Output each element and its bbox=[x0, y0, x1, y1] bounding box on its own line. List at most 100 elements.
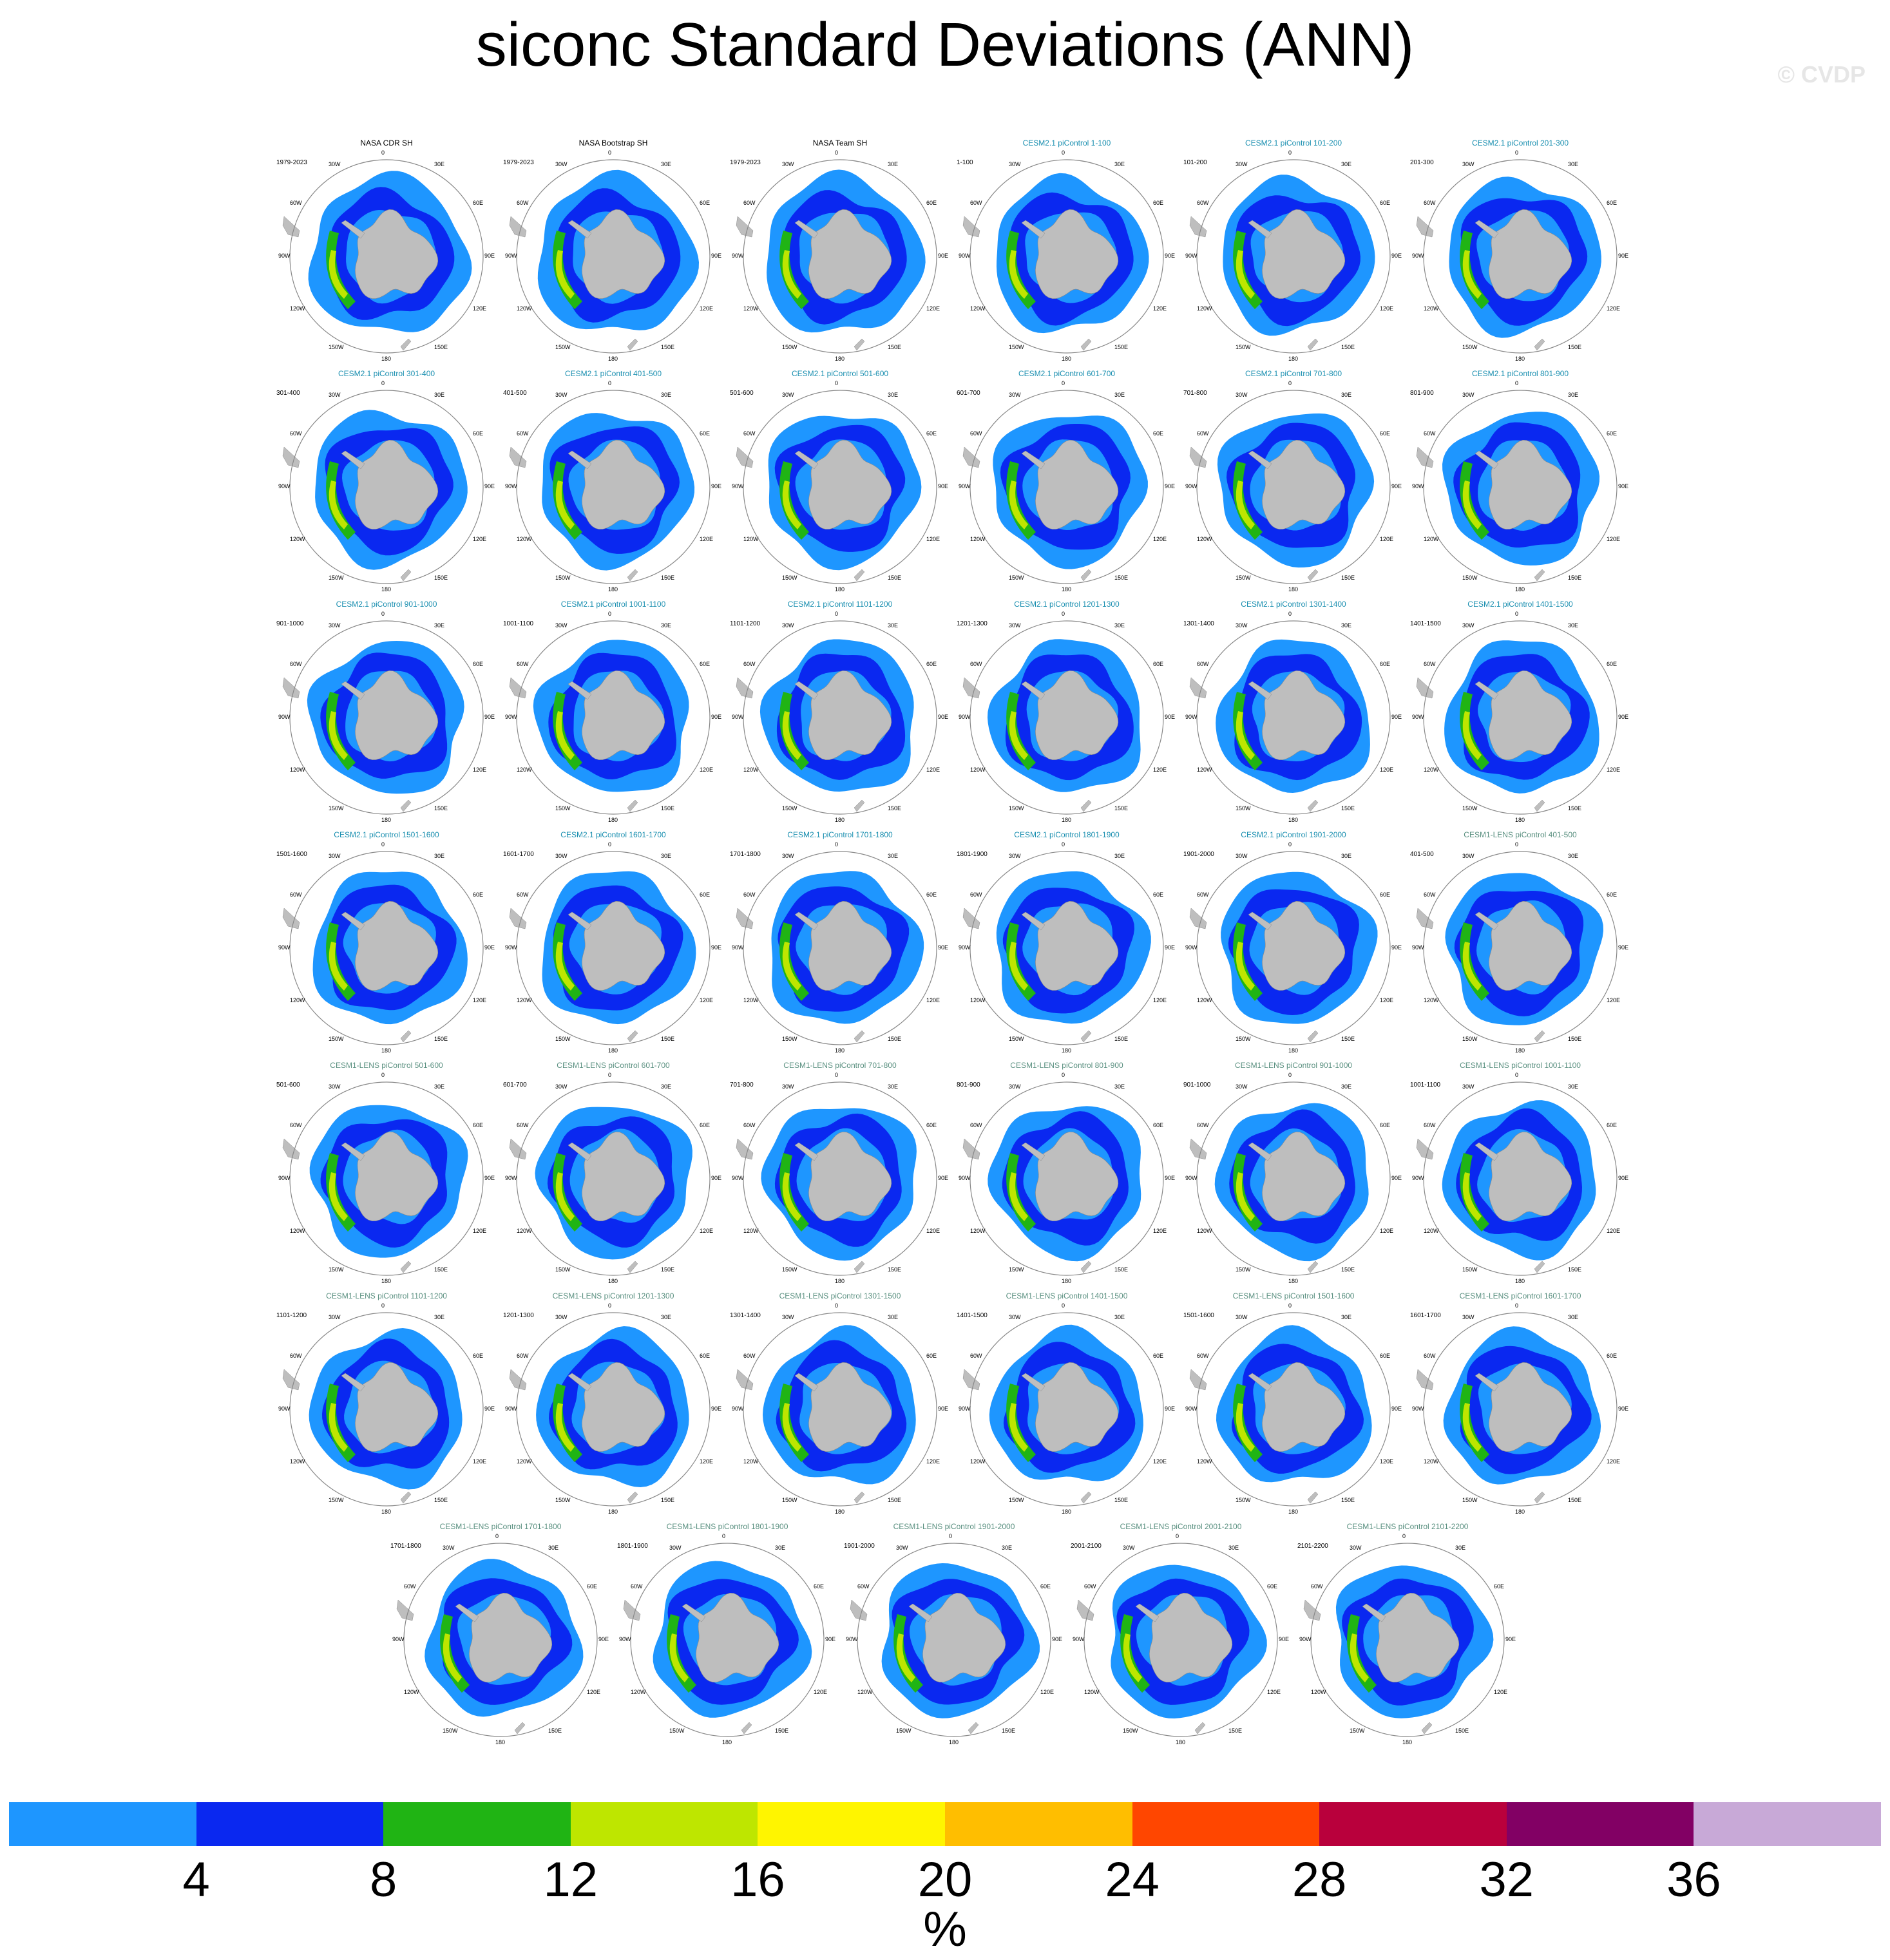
colorbar-tick-label: 20 bbox=[917, 1852, 973, 1907]
longitude-label: 30W bbox=[782, 1083, 794, 1090]
longitude-label: 150E bbox=[888, 1497, 902, 1504]
antarctica-landmass bbox=[808, 1131, 892, 1221]
south-america-tip bbox=[1416, 216, 1434, 238]
panel-title: CESM2.1 piControl 1001-1100 bbox=[560, 600, 666, 609]
longitude-label: 0 bbox=[1288, 841, 1292, 848]
longitude-label: 30E bbox=[888, 1313, 899, 1320]
antarctica-landmass bbox=[808, 670, 892, 760]
antarctic-peninsula bbox=[794, 220, 819, 239]
longitude-label: 0 bbox=[381, 611, 385, 617]
panel-title: NASA CDR SH bbox=[360, 138, 413, 147]
longitude-label: 90W bbox=[959, 483, 971, 490]
longitude-label: 120E bbox=[1153, 997, 1167, 1004]
longitude-label: 90W bbox=[505, 1175, 517, 1181]
longitude-label: 60W bbox=[1423, 661, 1436, 667]
longitude-label: 120E bbox=[587, 1689, 601, 1695]
std-band-12-16 bbox=[1236, 480, 1255, 529]
longitude-label: 90W bbox=[1412, 483, 1424, 490]
map-boundary bbox=[516, 159, 711, 354]
antarctic-peninsula bbox=[455, 1603, 479, 1622]
longitude-label: 60E bbox=[473, 200, 484, 206]
antarctica-landmass bbox=[355, 900, 439, 991]
std-band-12-16 bbox=[1009, 942, 1028, 991]
longitude-label: 30W bbox=[329, 852, 341, 859]
longitude-label: 150E bbox=[434, 344, 448, 351]
antarctic-peninsula bbox=[341, 681, 365, 700]
panel-title: CESM1-LENS piControl 901-1000 bbox=[1234, 1061, 1353, 1070]
longitude-label: 180 bbox=[835, 817, 845, 823]
longitude-label: 90W bbox=[959, 252, 971, 259]
longitude-label: 180 bbox=[1515, 1047, 1525, 1054]
longitude-label: 120E bbox=[1607, 1228, 1621, 1234]
map-panel: CESM2.1 piControl 1701-1800 1701-1800 0 30E… bbox=[730, 830, 948, 1054]
std-band-8-12 bbox=[779, 922, 809, 1001]
map-panel: CESM2.1 piControl 501-600 501-600 0 30E 60E 9… bbox=[730, 369, 948, 593]
longitude-label: 180 bbox=[835, 1278, 845, 1284]
longitude-label: 120W bbox=[743, 1228, 759, 1234]
new-zealand bbox=[400, 569, 412, 582]
new-zealand bbox=[1194, 1722, 1206, 1735]
longitude-label: 150W bbox=[1462, 1497, 1478, 1504]
longitude-label: 150E bbox=[661, 1036, 675, 1043]
longitude-label: 0 bbox=[1288, 1302, 1292, 1309]
south-america-tip bbox=[282, 677, 300, 699]
std-band-12-16 bbox=[329, 250, 348, 299]
south-america-tip bbox=[396, 1599, 414, 1621]
std-band-8-12 bbox=[1233, 1384, 1263, 1462]
longitude-label: 60E bbox=[1607, 661, 1618, 667]
antarctic-peninsula bbox=[568, 911, 592, 931]
longitude-label: 180 bbox=[1288, 586, 1299, 593]
longitude-label: 0 bbox=[1515, 380, 1519, 386]
longitude-label: 0 bbox=[1288, 149, 1292, 156]
map-boundary bbox=[743, 390, 937, 584]
antarctic-peninsula bbox=[341, 1373, 365, 1392]
map-panel: CESM2.1 piControl 1001-1100 1001-1100 0 30E… bbox=[503, 600, 721, 823]
map-panel: CESM2.1 piControl 1901-2000 1901-2000 0 30E… bbox=[1183, 830, 1402, 1054]
longitude-label: 150E bbox=[888, 1266, 902, 1273]
antarctica-landmass bbox=[1489, 900, 1572, 991]
longitude-label: 90W bbox=[732, 1405, 744, 1412]
longitude-label: 90W bbox=[1185, 714, 1198, 720]
map-boundary bbox=[289, 1312, 484, 1507]
longitude-label: 120E bbox=[1607, 305, 1621, 312]
polar-map bbox=[1189, 390, 1391, 584]
longitude-label: 150W bbox=[329, 575, 344, 582]
longitude-label: 30W bbox=[1236, 1083, 1248, 1090]
longitude-label: 180 bbox=[1062, 356, 1072, 362]
longitude-label: 150E bbox=[434, 1497, 448, 1504]
longitude-label: 180 bbox=[1062, 586, 1072, 593]
panel-period: 1701-1800 bbox=[730, 851, 761, 858]
panel-title: CESM1-LENS piControl 2101-2200 bbox=[1346, 1522, 1469, 1531]
longitude-label: 60E bbox=[700, 661, 711, 667]
south-america-tip bbox=[1189, 677, 1207, 699]
antarctica-landmass bbox=[808, 439, 892, 529]
south-america-tip bbox=[962, 1369, 980, 1391]
std-band-8-12 bbox=[326, 922, 356, 1001]
south-america-tip bbox=[1076, 1599, 1094, 1621]
polar-map bbox=[736, 1312, 937, 1507]
longitude-label: 120E bbox=[1153, 766, 1167, 773]
new-zealand bbox=[1080, 1491, 1092, 1504]
longitude-label: 30E bbox=[661, 391, 672, 398]
antarctica-landmass bbox=[1489, 1131, 1572, 1221]
longitude-label: 60E bbox=[1153, 200, 1164, 206]
longitude-label: 60W bbox=[969, 661, 982, 667]
new-zealand bbox=[741, 1722, 752, 1735]
longitude-label: 0 bbox=[1515, 611, 1519, 617]
map-panel: CESM2.1 piControl 1-100 1-100 0 30E 60E 90E 12… bbox=[957, 138, 1175, 362]
antarctica-landmass bbox=[355, 1362, 439, 1452]
south-america-tip bbox=[962, 677, 980, 699]
antarctica-landmass bbox=[1035, 1362, 1119, 1452]
std-band-12-16 bbox=[329, 711, 348, 760]
longitude-label: 150W bbox=[896, 1727, 912, 1735]
longitude-label: 30W bbox=[329, 622, 341, 629]
std-band-12-16 bbox=[555, 711, 575, 760]
longitude-label: 30E bbox=[1455, 1544, 1466, 1551]
south-america-tip bbox=[282, 1369, 300, 1391]
longitude-label: 120W bbox=[289, 1228, 305, 1234]
longitude-label: 150W bbox=[555, 805, 571, 812]
std-band-8-12 bbox=[1460, 231, 1489, 309]
new-zealand bbox=[1421, 1722, 1433, 1735]
antarctic-peninsula bbox=[341, 1142, 365, 1161]
south-america-tip bbox=[509, 1138, 527, 1160]
